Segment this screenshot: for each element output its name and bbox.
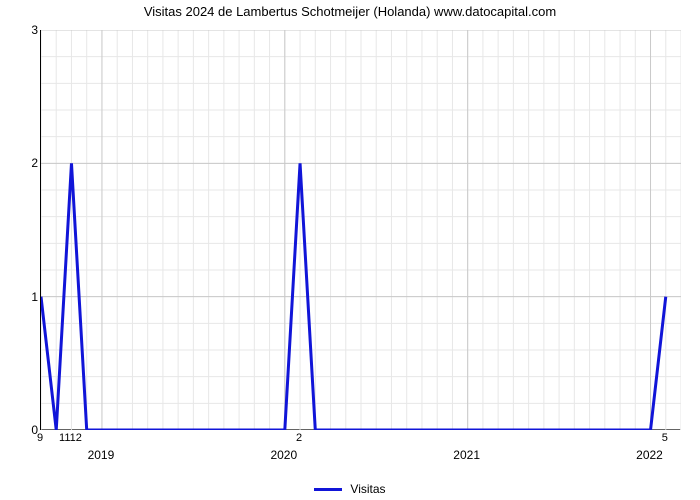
legend: Visitas [0, 482, 700, 496]
plot-svg [41, 30, 681, 430]
y-tick-label: 0 [0, 423, 38, 437]
y-tick-label: 3 [0, 23, 38, 37]
chart-title: Visitas 2024 de Lambertus Schotmeijer (H… [0, 4, 700, 19]
x-tick-label: 2020 [270, 448, 297, 462]
y-tick-label: 2 [0, 156, 38, 170]
x-point-label: 9 [37, 432, 43, 444]
x-point-label: 5 [662, 432, 668, 444]
x-point-label: 2 [296, 432, 302, 444]
chart-container: Visitas 2024 de Lambertus Schotmeijer (H… [0, 0, 700, 500]
x-tick-label: 2021 [453, 448, 480, 462]
x-tick-label: 2022 [636, 448, 663, 462]
legend-swatch [314, 488, 342, 491]
x-tick-label: 2019 [88, 448, 115, 462]
plot-area [40, 30, 680, 430]
legend-label: Visitas [350, 482, 385, 496]
x-point-label: 1112 [59, 432, 82, 444]
y-tick-label: 1 [0, 290, 38, 304]
